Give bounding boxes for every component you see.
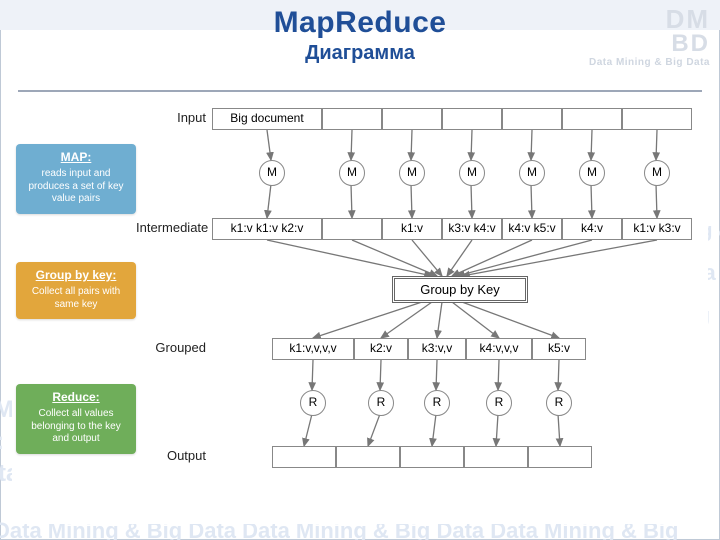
intermediate-cell: k1:v k3:v (622, 218, 692, 240)
row-label-intermediate: Intermediate (136, 220, 206, 235)
reduce-node: R (368, 390, 394, 416)
row-label-grouped: Grouped (136, 340, 206, 355)
map-node: M (644, 160, 670, 186)
corner-watermark: DM BD Data Mining & Big Data (589, 6, 710, 68)
grouped-cell: k3:v,v (408, 338, 466, 360)
mapreduce-diagram: MAP: reads input and produces a set of k… (12, 104, 708, 524)
intermediate-cell: k3:v k4:v (442, 218, 502, 240)
slide: MapReduce Диаграмма DM BD Data Mining & … (0, 0, 720, 540)
input-cell (382, 108, 442, 130)
row-label-output: Output (136, 448, 206, 463)
watermark-bd: BD (589, 32, 710, 56)
intermediate-cell: k1:v (382, 218, 442, 240)
grouped-cell: k4:v,v,v (466, 338, 532, 360)
output-cell (528, 446, 592, 468)
reduce-node: R (546, 390, 572, 416)
group-by-key-box: Group by Key (392, 276, 528, 303)
map-node: M (459, 160, 485, 186)
watermark-long: Data Mining & Big Data (589, 58, 710, 68)
input-cell: Big document (212, 108, 322, 130)
watermark-dm: DM (589, 6, 710, 32)
title-rule (18, 90, 702, 92)
row-label-input: Input (136, 110, 206, 125)
input-cell (442, 108, 502, 130)
intermediate-cell: k1:v k1:v k2:v (212, 218, 322, 240)
map-node: M (339, 160, 365, 186)
map-node: M (259, 160, 285, 186)
reduce-node: R (300, 390, 326, 416)
input-cell (562, 108, 622, 130)
output-cell (464, 446, 528, 468)
map-node: M (399, 160, 425, 186)
intermediate-cell (322, 218, 382, 240)
output-cell (272, 446, 336, 468)
grouped-cell: k1:v,v,v,v (272, 338, 354, 360)
reduce-node: R (424, 390, 450, 416)
intermediate-cell: k4:v (562, 218, 622, 240)
grouped-cell: k5:v (532, 338, 586, 360)
input-cell (322, 108, 382, 130)
intermediate-cell: k4:v k5:v (502, 218, 562, 240)
input-cell (502, 108, 562, 130)
reduce-node: R (486, 390, 512, 416)
output-cell (336, 446, 400, 468)
grouped-cell: k2:v (354, 338, 408, 360)
map-node: M (579, 160, 605, 186)
output-cell (400, 446, 464, 468)
input-cell (622, 108, 692, 130)
map-node: M (519, 160, 545, 186)
